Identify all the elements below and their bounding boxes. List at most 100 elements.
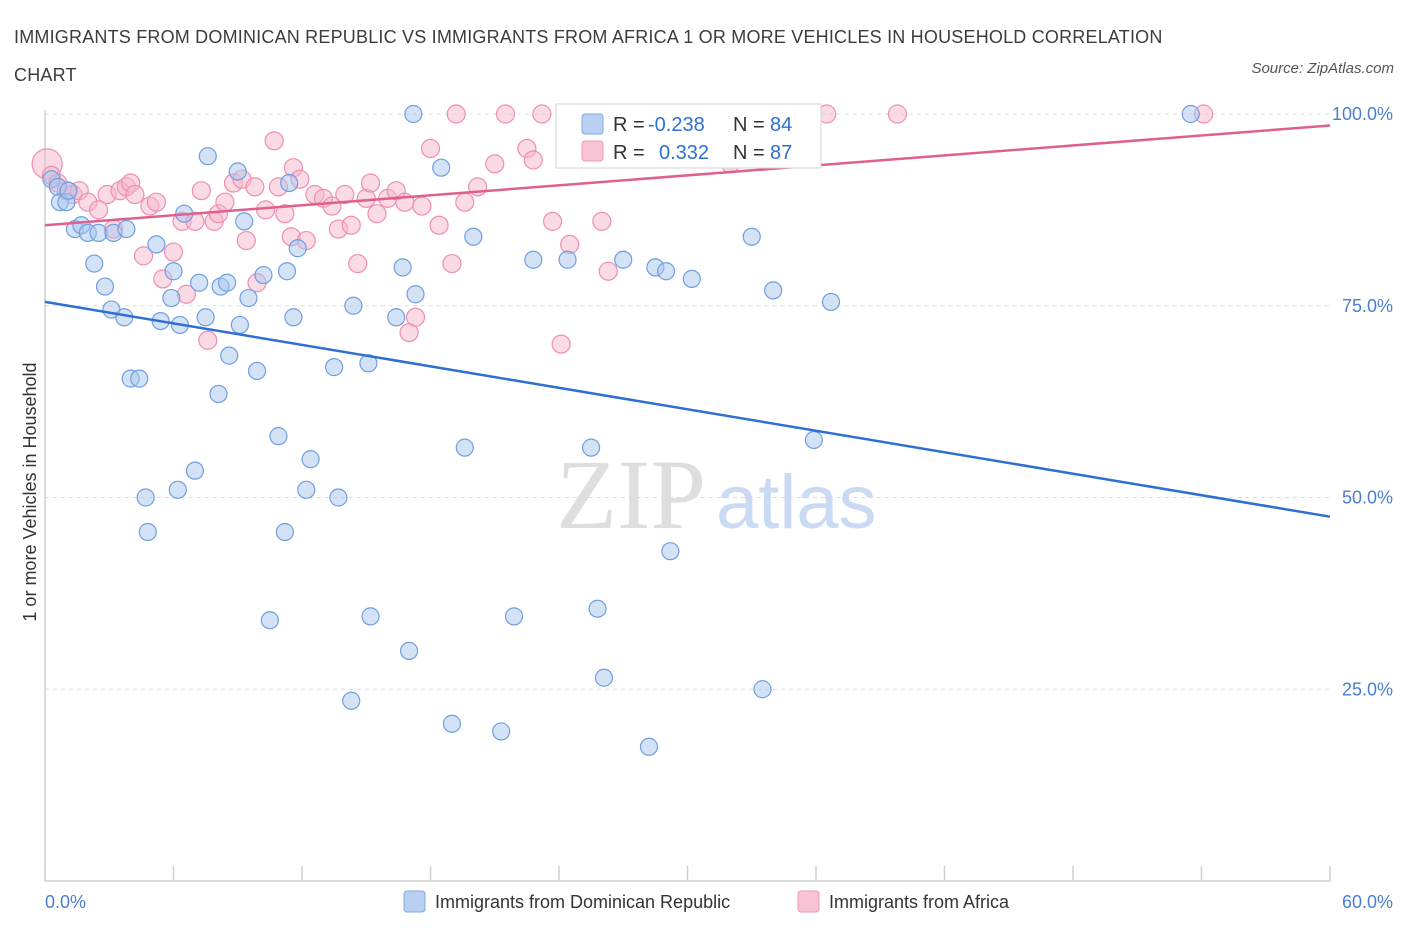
- dominican-point: [280, 173, 299, 193]
- dominican-point: [269, 427, 288, 446]
- dominican-point: [209, 384, 228, 404]
- dominican-point: [1181, 104, 1200, 124]
- dominican-point: [185, 461, 205, 480]
- dominican-point: [260, 611, 279, 630]
- africa-point: [264, 131, 284, 151]
- dominican-point: [117, 219, 136, 239]
- stats-pink-n-value: 87: [770, 142, 792, 164]
- dominican-point: [764, 281, 783, 300]
- africa-point: [442, 253, 462, 274]
- africa-point: [245, 177, 265, 197]
- chart-title: IMMIGRANTS FROM DOMINICAN REPUBLIC VS IM…: [14, 27, 1163, 85]
- dominican-point: [288, 239, 307, 258]
- dominican-point: [297, 480, 316, 499]
- africa-point: [255, 200, 276, 220]
- africa-trend-line: [44, 124, 1331, 227]
- africa-point: [335, 184, 355, 205]
- dominican-point: [342, 691, 361, 710]
- dominican-point: [277, 262, 297, 281]
- dominican-point: [594, 668, 614, 687]
- dominican-point: [301, 450, 320, 469]
- africa-point: [275, 204, 295, 224]
- dominican-point: [220, 346, 239, 365]
- dominican-point: [136, 488, 155, 507]
- dominican-point: [325, 358, 344, 377]
- africa-point: [405, 307, 426, 327]
- dominican-point: [432, 158, 451, 177]
- dominican-point: [821, 292, 841, 312]
- x-ticks: [44, 866, 1331, 881]
- dominican-point: [254, 265, 273, 285]
- legend-africa-swatch: [797, 890, 820, 913]
- dominican-point: [399, 641, 419, 661]
- dominican-point: [275, 522, 294, 542]
- stats-blue-n-value: 84: [770, 114, 792, 136]
- series-dominican-points: [42, 104, 1200, 756]
- dominican-point: [162, 288, 181, 308]
- africa-point: [532, 104, 552, 124]
- dominican-point: [387, 308, 406, 327]
- dominican-point: [393, 258, 412, 277]
- dominican-point: [230, 315, 249, 335]
- stats-blue-r-label: R =: [613, 114, 645, 136]
- africa-point: [348, 253, 368, 274]
- dominican-point: [504, 607, 524, 626]
- africa-point: [367, 204, 387, 224]
- legend-dominican-label: Immigrants from Dominican Republic: [435, 892, 730, 912]
- y-axis-label: 1 or more Vehicles in Household: [20, 362, 40, 621]
- dominican-point: [59, 181, 78, 200]
- africa-point: [592, 211, 612, 231]
- dominican-point: [147, 235, 166, 254]
- africa-point: [236, 230, 256, 251]
- dominican-point: [682, 269, 701, 289]
- africa-point: [88, 200, 109, 220]
- dominican-point: [404, 104, 423, 124]
- dominican-point: [95, 277, 115, 296]
- dominican-point: [130, 369, 149, 388]
- dominican-point: [582, 438, 601, 457]
- legend-dominican-swatch: [403, 890, 426, 913]
- dominican-point: [742, 227, 761, 246]
- dominican-point: [492, 722, 511, 741]
- africa-point: [341, 215, 361, 235]
- dominican-point: [190, 273, 209, 292]
- africa-point: [198, 330, 218, 350]
- stats-blue-n-label: N =: [733, 114, 765, 136]
- dominican-point: [198, 147, 217, 166]
- africa-point: [523, 150, 543, 170]
- dominican-point: [661, 542, 680, 561]
- dominican-point: [524, 250, 543, 269]
- africa-point: [560, 234, 580, 254]
- dominican-point: [656, 262, 676, 281]
- dominican-point: [284, 308, 303, 327]
- dominican-point: [168, 480, 187, 499]
- africa-point: [429, 215, 449, 235]
- dominican-point: [247, 361, 267, 381]
- watermark-zip: ZIP: [556, 439, 706, 550]
- stats-blue-r-value: -0.238: [648, 114, 705, 136]
- legend-africa-label: Immigrants from Africa: [829, 892, 1010, 912]
- stats-pink-r-label: R =: [613, 142, 645, 164]
- y-tick-label: 50.0%: [1342, 488, 1393, 508]
- dominican-point: [753, 680, 772, 699]
- africa-point: [495, 104, 516, 124]
- stats-pink-r-value: 0.332: [659, 142, 709, 164]
- y-tick-label: 25.0%: [1342, 679, 1393, 699]
- africa-point: [360, 173, 381, 193]
- legend: Immigrants from Dominican Republic Immig…: [403, 890, 1010, 913]
- stats-pink-swatch: [581, 140, 604, 162]
- africa-point: [887, 104, 907, 124]
- dominican-point: [228, 162, 247, 181]
- dominican-point: [442, 714, 462, 733]
- stats-blue-swatch: [581, 113, 604, 135]
- dominican-point: [361, 607, 380, 626]
- africa-point: [485, 154, 505, 174]
- africa-point: [163, 242, 184, 262]
- source-credit: Source: ZipAtlas.com: [1251, 60, 1394, 77]
- x-tick-labels: 0.0% 60.0%: [45, 892, 1393, 912]
- dominican-point: [464, 227, 483, 246]
- africa-point: [125, 184, 145, 205]
- x-tick-label: 60.0%: [1342, 892, 1393, 912]
- dominican-point: [196, 308, 215, 327]
